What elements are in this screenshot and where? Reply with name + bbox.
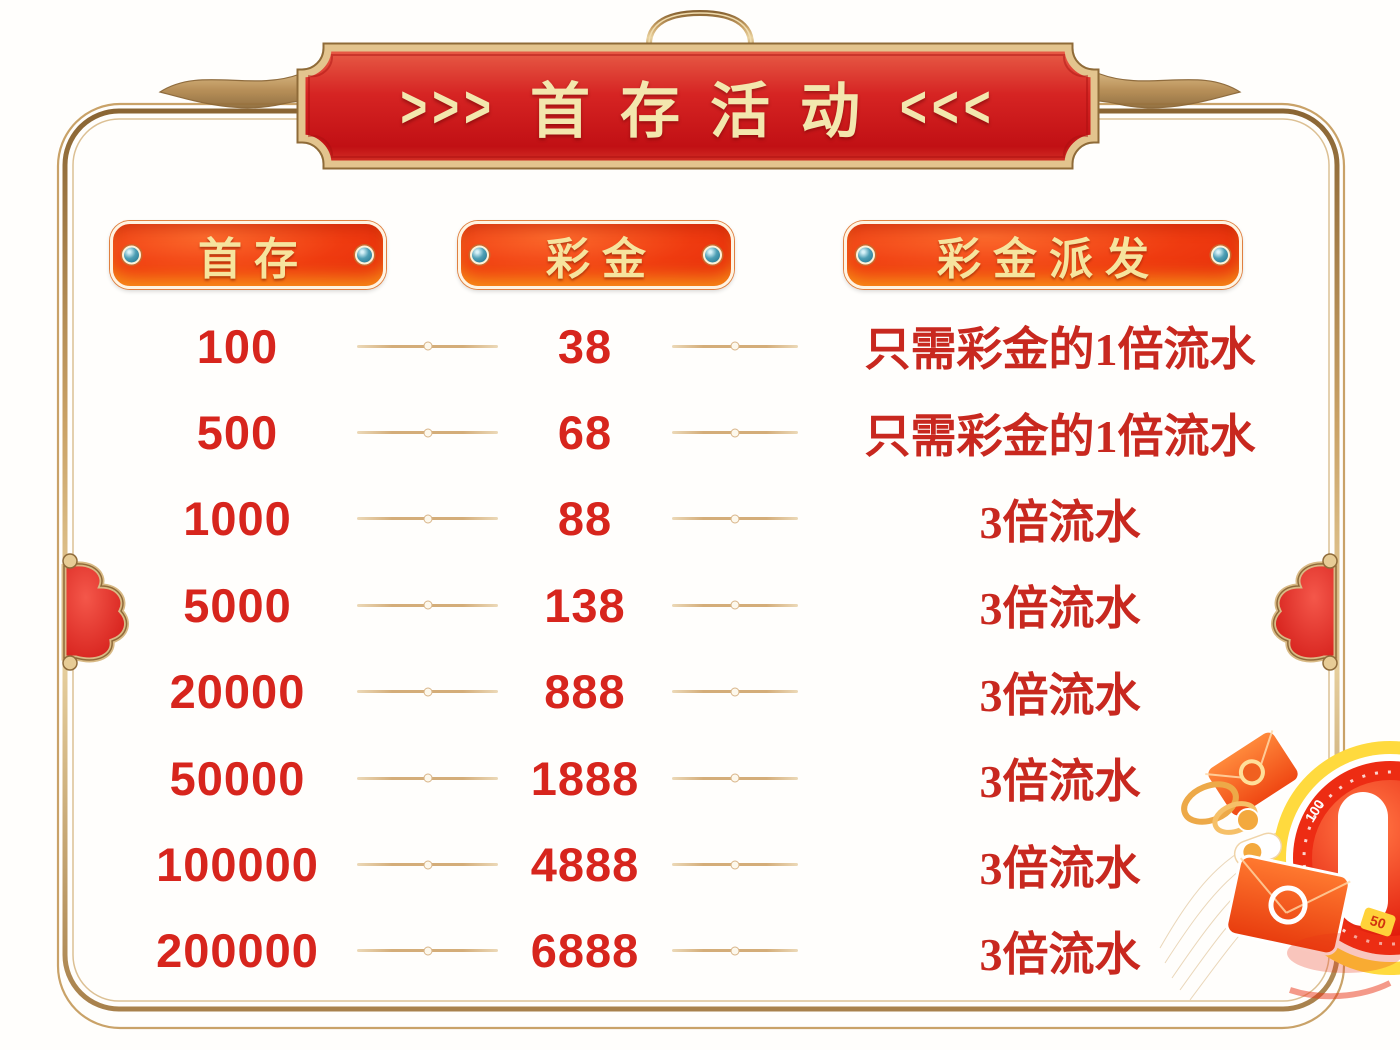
column-header-label: 首存	[198, 235, 310, 284]
bonus-value: 6888	[530, 924, 640, 978]
bonus-value: 4888	[530, 838, 640, 892]
column-header-bonus: 彩金	[458, 221, 734, 289]
gem-icon	[470, 245, 489, 265]
payout-requirement: 只需彩金的1倍流水	[864, 324, 1256, 376]
table-row: 1000 88 3倍流水	[130, 476, 1310, 562]
table-row: 20000 888 3倍流水	[130, 649, 1310, 735]
bonus-value: 888	[544, 665, 626, 719]
coin-icon	[1236, 808, 1260, 832]
deposit-value: 20000	[169, 665, 306, 719]
prize-badge-illustration: 100 50	[1159, 730, 1400, 1001]
divider	[345, 344, 510, 348]
column-header-payout: 彩金派发	[844, 221, 1242, 289]
title-banner: >>> 首存活动 <<<	[302, 48, 1094, 164]
divider	[660, 949, 810, 953]
payout-requirement: 3倍流水	[979, 496, 1141, 548]
payout-requirement: 3倍流水	[979, 669, 1141, 721]
page-title: 首存活动	[530, 78, 890, 145]
deposit-table: 100 38 只需彩金的1倍流水 500 68 只需彩金的1倍流水 1000 8…	[130, 303, 1310, 994]
table-row: 100 38 只需彩金的1倍流水	[130, 303, 1310, 389]
bonus-value: 88	[557, 492, 613, 546]
divider	[345, 949, 510, 953]
divider	[345, 776, 510, 780]
column-header-label: 彩金派发	[937, 235, 1161, 284]
deposit-value: 50000	[169, 751, 306, 805]
divider	[345, 690, 510, 694]
divider	[660, 690, 810, 694]
gold-rings	[1181, 781, 1260, 835]
divider	[345, 863, 510, 867]
deposit-value: 200000	[156, 924, 319, 978]
chevrons-right: <<<	[900, 72, 996, 140]
bonus-value: 138	[544, 578, 626, 632]
table-row: 50000 1888 3倍流水	[130, 735, 1310, 821]
chip-tag: 50	[1360, 907, 1396, 937]
payout-requirement: 3倍流水	[979, 842, 1141, 894]
bonus-value: 1888	[530, 751, 640, 805]
gem-icon	[355, 245, 374, 265]
divider	[660, 863, 810, 867]
deposit-value: 5000	[183, 578, 292, 632]
table-row: 500 68 只需彩金的1倍流水	[130, 389, 1310, 475]
red-envelope-top	[1205, 730, 1301, 818]
deposit-value: 1000	[183, 492, 292, 546]
title-banner-plaque	[296, 42, 1100, 170]
chip-tag-label: 50	[1368, 912, 1388, 932]
divider	[660, 517, 810, 521]
divider	[345, 603, 510, 607]
cloud-ornament-right	[1271, 553, 1339, 671]
deposit-value: 100000	[156, 838, 319, 892]
red-envelope-bottom	[1225, 854, 1351, 956]
table-row: 200000 6888 3倍流水	[130, 908, 1310, 994]
payout-requirement: 3倍流水	[979, 928, 1141, 980]
gem-icon	[856, 245, 875, 265]
deposit-value: 500	[196, 406, 279, 460]
divider	[345, 517, 510, 521]
deposit-value: 100	[196, 319, 279, 373]
divider	[660, 776, 810, 780]
column-header-deposit: 首存	[110, 221, 386, 289]
bonus-value: 38	[557, 319, 613, 373]
payout-requirement: 3倍流水	[979, 756, 1141, 808]
gem-icon	[703, 245, 722, 265]
bonus-value: 68	[557, 406, 613, 460]
table-row: 100000 4888 3倍流水	[130, 821, 1310, 907]
divider	[660, 431, 810, 435]
divider	[345, 431, 510, 435]
gem-icon	[122, 245, 141, 265]
payout-requirement: 只需彩金的1倍流水	[864, 410, 1256, 462]
divider	[660, 603, 810, 607]
badge-glow	[1287, 933, 1400, 1000]
payout-requirement: 3倍流水	[979, 583, 1141, 635]
gem-icon	[1211, 245, 1230, 265]
column-header-label: 彩金	[546, 235, 658, 284]
chevrons-left: >>>	[400, 72, 496, 140]
cloud-ornament-left	[61, 553, 129, 671]
divider	[660, 344, 810, 348]
table-row: 5000 138 3倍流水	[130, 562, 1310, 648]
